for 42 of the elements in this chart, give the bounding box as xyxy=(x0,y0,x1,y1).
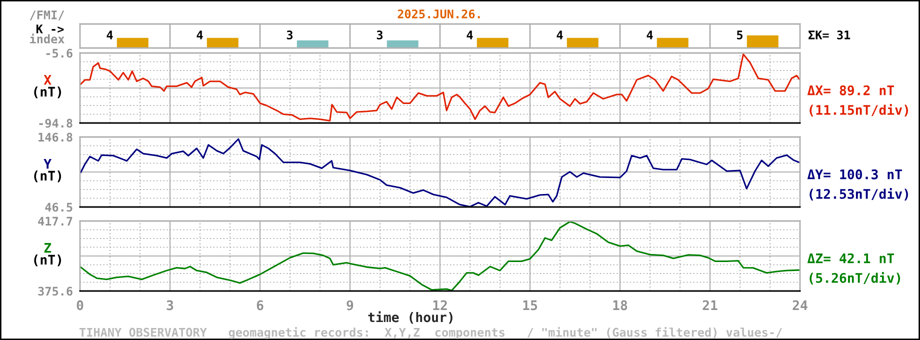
y-axis-title: X (nT) xyxy=(34,75,62,98)
data-label: 5 xyxy=(737,30,742,40)
y-tick-label: 375.6 xyxy=(38,286,72,296)
text: /FMI/ xyxy=(30,10,64,20)
text: (5.26nT/div) xyxy=(810,272,900,284)
x-tick-label: 12 xyxy=(433,300,447,310)
text: TIHANY OBSERVATORY geomagnetic records: X,Y,Z components / "minute" (Gauss filtered) values-/ xyxy=(80,326,782,340)
x-tick-label: 24 xyxy=(792,300,808,310)
text: ΣK= 31 xyxy=(808,30,850,40)
y-tick-label: -94.8 xyxy=(39,118,72,128)
y-tick-label: 417.7 xyxy=(38,216,72,226)
x-tick-label: 6 xyxy=(256,300,264,310)
chart-title: 2025.JUN.26. xyxy=(398,9,480,18)
y-tick-label: 146.8 xyxy=(38,132,72,142)
y-axis-title: Z (nT) xyxy=(34,243,62,266)
x-axis-title: time (hour) xyxy=(368,311,452,324)
y-tick-label: 46.5 xyxy=(45,202,72,212)
x-tick-label: 3 xyxy=(166,300,174,310)
line-series xyxy=(80,221,800,291)
x-tick-label: 0 xyxy=(76,300,84,310)
data-label: 4 xyxy=(556,30,563,40)
y-axis-title: Y (nT) xyxy=(34,159,62,182)
x-tick-label: 9 xyxy=(346,300,354,310)
text: (11.15nT/div) xyxy=(810,104,908,116)
x-tick-label: 15 xyxy=(523,300,538,310)
line-series xyxy=(80,138,800,207)
text: ΔX= 89.2 nT xyxy=(807,85,894,96)
data-label: 4 xyxy=(196,30,203,40)
text: index xyxy=(30,34,64,44)
text: ΔY= 100.3 nT xyxy=(807,169,902,180)
line-series xyxy=(80,53,800,122)
x-tick-label: 21 xyxy=(702,300,718,310)
data-label: 4 xyxy=(646,30,653,40)
data-label: 4 xyxy=(466,30,473,40)
data-label: 3 xyxy=(376,30,383,40)
x-tick-label: 18 xyxy=(613,300,628,310)
text: (12.53nT/div) xyxy=(810,188,908,200)
text: K -> xyxy=(36,24,64,34)
y-tick-label: -5.6 xyxy=(46,48,72,58)
data-label: 4 xyxy=(106,30,113,40)
text: ΔZ= 42.1 nT xyxy=(807,253,894,264)
data-label: 3 xyxy=(286,30,293,40)
